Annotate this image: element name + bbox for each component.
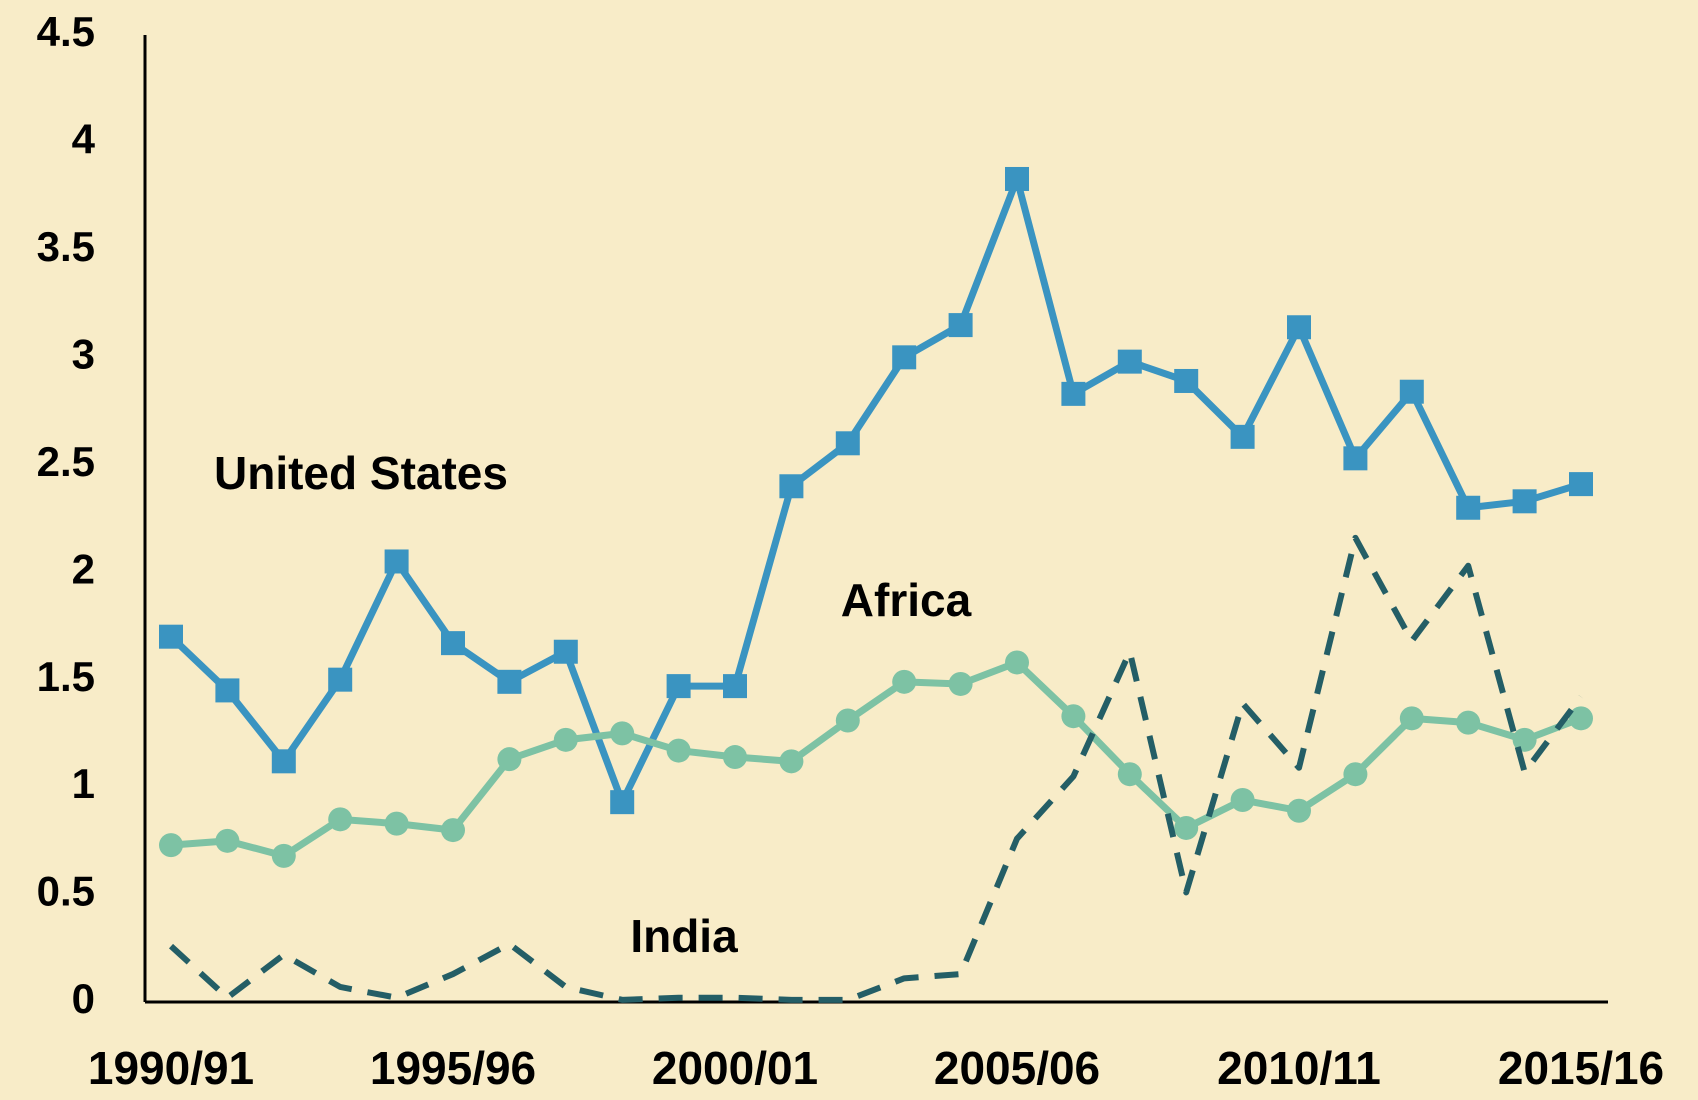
- marker: [779, 474, 804, 499]
- series-line: [168, 534, 1584, 1003]
- series-label: United States: [214, 447, 508, 499]
- x-tick-label: 1990/91: [88, 1042, 254, 1094]
- marker: [723, 674, 747, 699]
- marker: [1061, 704, 1086, 729]
- marker: [948, 671, 973, 696]
- marker: [328, 667, 353, 692]
- marker: [610, 790, 635, 815]
- y-tick-label: 3: [72, 330, 95, 377]
- x-tick-label: 2015/16: [1498, 1042, 1664, 1094]
- marker: [441, 631, 465, 656]
- marker: [1569, 472, 1593, 497]
- marker: [384, 811, 409, 836]
- marker: [384, 549, 409, 574]
- marker: [328, 807, 353, 832]
- marker: [553, 727, 578, 752]
- y-tick-label: 1.5: [37, 653, 95, 700]
- marker: [835, 708, 860, 733]
- y-tick-label: 2.5: [37, 438, 95, 485]
- y-tick-label: 4: [72, 116, 96, 163]
- marker: [1005, 166, 1029, 191]
- marker: [271, 843, 296, 868]
- marker: [1343, 762, 1368, 787]
- marker: [1117, 762, 1142, 787]
- marker: [892, 669, 917, 694]
- marker: [610, 721, 635, 746]
- marker: [1569, 706, 1593, 731]
- y-tick-label: 1: [72, 760, 95, 807]
- marker: [1343, 446, 1368, 471]
- marker: [1230, 788, 1255, 813]
- marker: [271, 749, 296, 774]
- marker: [666, 738, 691, 763]
- marker: [1174, 815, 1199, 840]
- y-tick-label: 2: [72, 545, 95, 592]
- marker: [497, 669, 522, 694]
- marker: [1061, 381, 1086, 406]
- y-tick-label: 4.5: [37, 8, 95, 55]
- marker: [892, 345, 917, 370]
- series-line: [168, 175, 1583, 806]
- marker: [1456, 495, 1481, 520]
- marker: [1399, 706, 1424, 731]
- marker: [1512, 727, 1537, 752]
- y-tick-label: 0.5: [37, 868, 95, 915]
- marker: [215, 678, 240, 703]
- marker: [1230, 424, 1255, 449]
- series-label: India: [630, 910, 738, 962]
- x-tick-label: 2010/11: [1217, 1042, 1381, 1094]
- y-tick-label: 3.5: [37, 223, 95, 270]
- marker: [1399, 379, 1424, 404]
- marker: [1117, 349, 1142, 374]
- marker: [1005, 650, 1029, 675]
- marker: [1456, 710, 1481, 735]
- marker: [1287, 315, 1311, 340]
- marker: [723, 745, 747, 770]
- x-tick-label: 2000/01: [652, 1042, 818, 1094]
- marker: [553, 639, 578, 664]
- marker: [948, 313, 973, 338]
- series-label: Africa: [841, 574, 972, 626]
- x-tick-label: 1995/96: [370, 1042, 536, 1094]
- marker: [159, 624, 183, 649]
- marker: [497, 747, 522, 772]
- marker: [1512, 489, 1537, 514]
- marker: [441, 818, 465, 843]
- marker: [1287, 798, 1311, 823]
- marker: [835, 431, 860, 456]
- marker: [1174, 368, 1199, 393]
- marker: [159, 833, 183, 858]
- marker: [215, 828, 240, 853]
- marker: [779, 749, 804, 774]
- y-tick-label: 0: [72, 975, 95, 1022]
- x-tick-label: 2005/06: [934, 1042, 1100, 1094]
- marker: [666, 674, 691, 699]
